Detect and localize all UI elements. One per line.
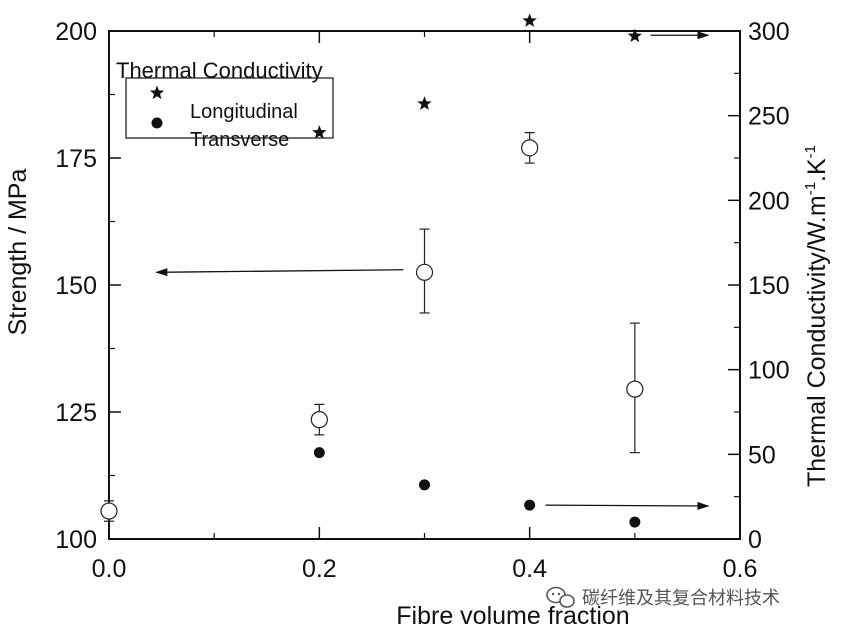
legend-box: [125, 77, 334, 139]
y-axis-right-title: Thermal Conductivity/W.m-1.K-1: [802, 145, 831, 487]
transverse-point: [629, 516, 641, 528]
y-axis-right-title-sup-1: -1: [802, 182, 819, 195]
longitudinal-point: [522, 13, 537, 27]
y-right-tick-label: 250: [748, 103, 790, 131]
y-left-tick-label: 150: [55, 272, 97, 300]
legend-title: Thermal Conductivity: [116, 58, 323, 83]
legend-filled-circle-marker: [151, 117, 163, 129]
y-left-tick-label: 125: [55, 399, 97, 427]
axis-indicator-arrow: [155, 268, 404, 277]
y-axis-right-title-part-1: Thermal Conductivity/W.m: [803, 195, 831, 487]
y-axis-right-title-sup-2: -1: [802, 145, 819, 158]
wechat-icon: [546, 586, 575, 608]
strength-point: [310, 411, 328, 429]
legend-entry-transverse: Transverse: [190, 129, 289, 151]
y-right-tick-label: 150: [748, 272, 790, 300]
axis-indicator-arrow: [545, 501, 710, 510]
y-left-tick-label: 175: [55, 145, 97, 173]
strength-point: [626, 380, 644, 398]
y-axis-left-title: Strength / MPa: [4, 169, 32, 336]
longitudinal-point: [417, 96, 432, 110]
watermark-text: 碳纤维及其复合材料技术: [582, 588, 780, 609]
x-tick-label: 0.4: [512, 555, 547, 583]
y-axis-right-title-part-2: .K: [803, 158, 831, 182]
x-axis-title: Fibre volume fraction: [396, 602, 629, 630]
transverse-point: [524, 499, 536, 511]
longitudinal-point: [312, 125, 327, 139]
y-right-tick-label: 100: [748, 357, 790, 385]
y-left-tick-label: 200: [55, 18, 97, 46]
y-right-tick-label: 50: [748, 441, 776, 469]
longitudinal-point: [627, 28, 642, 43]
transverse-point: [419, 479, 430, 491]
x-tick-label: 0.6: [723, 555, 758, 583]
strength-point: [100, 502, 118, 520]
plot-frame: [108, 30, 741, 540]
strength-point: [415, 263, 434, 281]
y-right-tick-label: 200: [748, 187, 790, 215]
y-right-tick-label: 0: [748, 526, 762, 554]
strength-point: [521, 139, 539, 157]
x-tick-label: 0.0: [92, 555, 127, 583]
watermark: 碳纤维及其复合材料技术: [546, 586, 780, 609]
legend-star-marker: [149, 85, 165, 100]
y-left-tick-label: 100: [55, 526, 97, 554]
legend: Thermal Conductivity Longitudinal Transv…: [116, 58, 334, 151]
y-right-tick-label: 300: [748, 18, 790, 46]
x-tick-label: 0.2: [302, 555, 337, 583]
legend-entry-longitudinal: Longitudinal: [190, 101, 298, 123]
transverse-point: [313, 447, 325, 459]
